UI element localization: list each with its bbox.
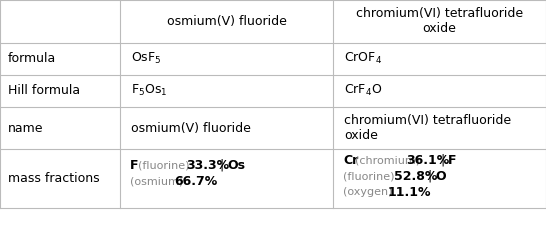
Text: Cr: Cr — [343, 154, 358, 167]
Text: CrF$_4$O: CrF$_4$O — [344, 83, 382, 98]
Text: |: | — [440, 154, 444, 167]
Text: 66.7%: 66.7% — [175, 175, 218, 188]
Text: osmium(V) fluoride: osmium(V) fluoride — [131, 122, 251, 135]
Text: |: | — [428, 170, 432, 183]
Text: chromium(VI) tetrafluoride
oxide: chromium(VI) tetrafluoride oxide — [356, 7, 523, 36]
Text: CrOF$_4$: CrOF$_4$ — [344, 51, 382, 66]
Text: (fluorine): (fluorine) — [138, 160, 189, 170]
Text: F: F — [130, 159, 139, 172]
Text: formula: formula — [8, 52, 56, 65]
Text: |: | — [219, 159, 223, 172]
Text: Hill formula: Hill formula — [8, 84, 80, 97]
Text: (fluorine): (fluorine) — [343, 172, 394, 181]
Text: 33.3%: 33.3% — [186, 159, 229, 172]
Text: F$_5$Os$_1$: F$_5$Os$_1$ — [131, 83, 168, 98]
Text: 52.8%: 52.8% — [394, 170, 437, 183]
Text: (osmium): (osmium) — [130, 176, 183, 186]
Text: mass fractions: mass fractions — [8, 172, 100, 185]
Text: osmium(V) fluoride: osmium(V) fluoride — [167, 15, 287, 28]
Text: O: O — [436, 170, 446, 183]
Text: OsF$_5$: OsF$_5$ — [131, 51, 162, 66]
Text: Os: Os — [227, 159, 245, 172]
Text: (chromium): (chromium) — [355, 156, 420, 165]
Text: chromium(VI) tetrafluoride
oxide: chromium(VI) tetrafluoride oxide — [344, 114, 511, 142]
Text: 36.1%: 36.1% — [406, 154, 449, 167]
Text: 11.1%: 11.1% — [388, 186, 431, 199]
Text: (oxygen): (oxygen) — [343, 187, 393, 197]
Text: F: F — [448, 154, 457, 167]
Text: name: name — [8, 122, 44, 135]
